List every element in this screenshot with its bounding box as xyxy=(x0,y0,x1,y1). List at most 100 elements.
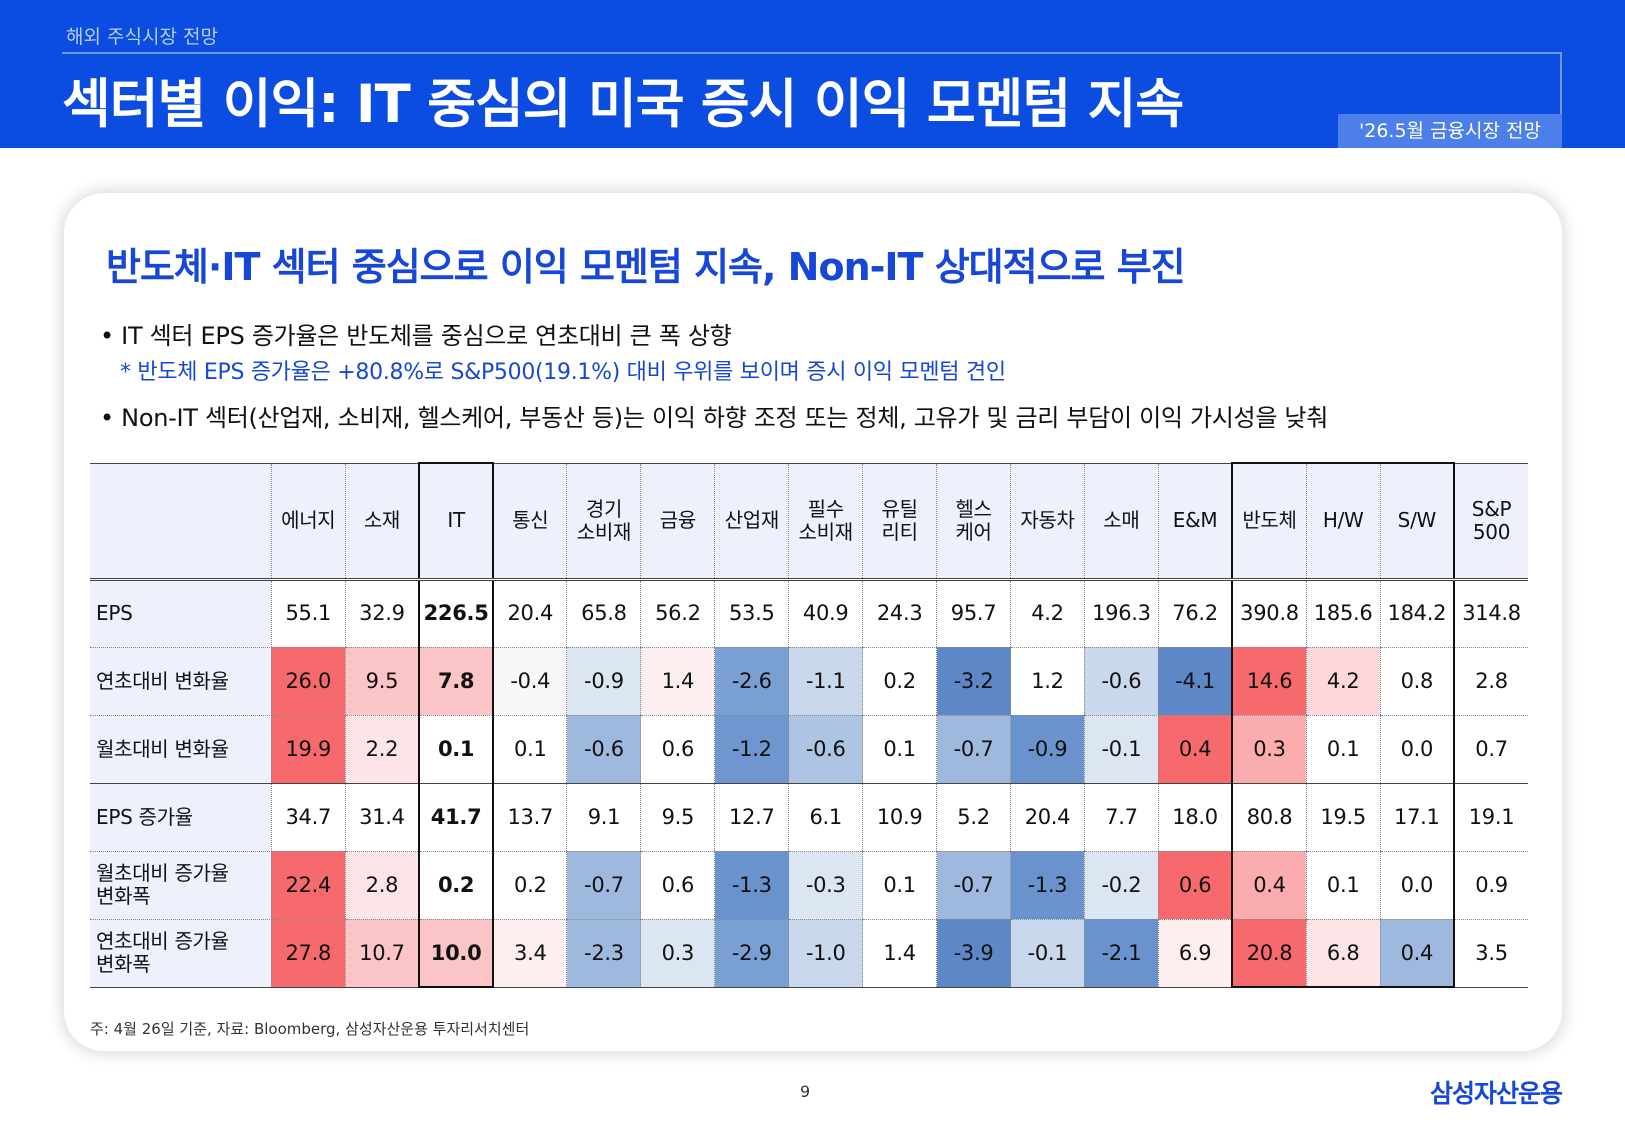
column-header-line1: 에너지 xyxy=(281,508,336,532)
column-header: 소재 xyxy=(344,462,420,581)
sector-earnings-table: 에너지 소재 IT 통신 경기 소비재 금융 산업재 필수 소비재 유틸 리티 헬스 케어 자동차 소매 E&M… xyxy=(90,462,1528,988)
table-cell: -0.4 xyxy=(492,647,567,716)
table-cell: 22.4 xyxy=(270,851,346,920)
table-cell: 6.9 xyxy=(1157,919,1233,988)
table-cell: 0.9 xyxy=(1453,851,1528,920)
table-cell: 3.5 xyxy=(1453,919,1528,988)
table-cell: -0.6 xyxy=(788,715,863,784)
row-label: 연초대비 증가율 변화폭 xyxy=(90,919,272,988)
column-header-line1: 산업재 xyxy=(724,508,780,532)
report-badge: '26.5월 금융시장 전망 xyxy=(1338,114,1562,148)
column-header-line1: IT xyxy=(447,508,465,533)
table-cell: 20.8 xyxy=(1231,919,1307,988)
table-cell: -4.1 xyxy=(1157,647,1233,716)
company-logo: 삼성자산운용 xyxy=(1430,1079,1563,1108)
column-header-line1: 경기 xyxy=(585,496,623,521)
row-label-line1: 월초대비 증가율 xyxy=(96,861,229,885)
table-cell: -0.1 xyxy=(1083,715,1159,784)
table-cell: 20.4 xyxy=(492,578,567,648)
column-header: 헬스 케어 xyxy=(936,462,1011,581)
sector-table: 에너지 소재 IT 통신 경기 소비재 금융 산업재 필수 소비재 유틸 리티 헬스 케어 자동차 소매 E&M… xyxy=(90,462,1528,988)
table-cell: -1.1 xyxy=(788,647,863,716)
table-cell: 0.0 xyxy=(1379,851,1456,920)
row-label: 월초대비 변화율 xyxy=(90,715,272,784)
column-header-line1: 유틸 xyxy=(881,496,919,521)
page-title: 섹터별 이익: IT 중심의 미국 증시 이익 모멘텀 지속 xyxy=(62,74,1184,135)
table-cell: 7.7 xyxy=(1083,782,1159,852)
table-cell: 0.1 xyxy=(418,715,495,784)
table-cell: 18.0 xyxy=(1157,782,1233,852)
table-cell: 9.5 xyxy=(344,647,420,716)
column-header: 경기 소비재 xyxy=(566,462,641,581)
row-label-line1: 연초대비 변화율 xyxy=(96,668,229,693)
table-cell: -0.3 xyxy=(788,851,863,920)
table-cell: 0.6 xyxy=(640,715,715,784)
column-header-line1: 헬스 xyxy=(955,496,992,521)
table-row: 월초대비 변화율 19.9 2.2 0.1 0.1 -0.6 0.6 -1.2 -0.6 0.1-… xyxy=(90,715,1528,784)
table-cell: 0.0 xyxy=(1379,715,1456,784)
column-header: 금융 xyxy=(640,462,715,581)
table-cell: 0.1 xyxy=(1305,851,1381,920)
table-cell: 0.1 xyxy=(492,715,567,784)
row-label-line2: 변화폭 xyxy=(96,884,151,908)
column-header-line1: 소매 xyxy=(1103,508,1140,532)
table-cell: 27.8 xyxy=(270,919,346,988)
table-cell: 40.9 xyxy=(788,578,863,648)
table-cell: 196.3 xyxy=(1083,578,1159,648)
column-header: 반도체 xyxy=(1231,462,1307,581)
row-label: EPS 증가율 xyxy=(90,782,272,852)
column-header-line1: E&M xyxy=(1172,508,1218,532)
column-header: H/W xyxy=(1305,462,1381,581)
column-header-line1: H/W xyxy=(1322,508,1364,533)
table-cell: 5.2 xyxy=(936,782,1011,852)
table-cell: 0.4 xyxy=(1231,851,1307,920)
column-header-line2: 500 xyxy=(1472,519,1511,544)
table-cell: 19.9 xyxy=(270,715,346,784)
table-cell: 0.4 xyxy=(1157,715,1233,784)
column-header: S/W xyxy=(1379,462,1456,581)
table-cell: 34.7 xyxy=(270,782,346,852)
table-cell: 0.6 xyxy=(1157,851,1233,920)
column-header-line2: 케어 xyxy=(955,519,992,544)
table-cell: 1.4 xyxy=(640,647,715,716)
column-header: 에너지 xyxy=(270,462,346,581)
column-header-line1: 자동차 xyxy=(1020,508,1075,532)
table-cell: 0.1 xyxy=(1305,715,1381,784)
table-cell: 31.4 xyxy=(344,782,420,852)
bullet-1-note: * 반도체 EPS 증가율은 +80.8%로 S&P500(19.1%) 대비 … xyxy=(120,360,1006,385)
header-rule-vertical xyxy=(1560,52,1562,114)
table-cell: 4.2 xyxy=(1305,647,1381,716)
column-header-line1: 반도체 xyxy=(1242,508,1297,533)
table-cell: 55.1 xyxy=(270,578,346,648)
column-header: 필수 소비재 xyxy=(788,462,863,581)
table-cell: 19.1 xyxy=(1453,782,1528,852)
bullet-1: • IT 섹터 EPS 증가율은 반도체를 중심으로 연초대비 큰 폭 상향 xyxy=(100,322,732,350)
column-header-line1: 금융 xyxy=(659,508,697,532)
table-row: EPS 증가율 34.7 31.4 41.7 13.7 9.1 9.5 12.7 6.1 10.9… xyxy=(90,782,1528,852)
row-label-line1: EPS xyxy=(96,601,133,625)
table-cell: -0.9 xyxy=(566,647,641,716)
column-header: E&M xyxy=(1157,462,1233,581)
table-cell: 76.2 xyxy=(1157,578,1233,648)
table-cell: 26.0 xyxy=(270,647,346,716)
table-row: 연초대비 증가율 변화폭 27.8 10.7 10.0 3.4 -2.3 0.3 -2.9 -1.… xyxy=(90,919,1528,988)
table-cell: 56.2 xyxy=(640,578,715,648)
table-cell: 4.2 xyxy=(1010,578,1085,648)
table-cell: -0.7 xyxy=(936,715,1011,784)
row-label-line2: 변화폭 xyxy=(96,952,151,976)
table-cell: 226.5 xyxy=(418,578,495,648)
table-cell: 32.9 xyxy=(344,578,420,648)
table-cell: 20.4 xyxy=(1010,782,1085,852)
row-label-line1: 연초대비 증가율 xyxy=(96,929,229,953)
header-corner xyxy=(90,462,272,581)
table-cell: 12.7 xyxy=(714,782,789,852)
table-cell: 0.2 xyxy=(418,851,495,920)
column-header: S&P 500 xyxy=(1453,462,1528,581)
table-cell: -0.6 xyxy=(1083,647,1159,716)
column-header: 통신 xyxy=(492,462,567,581)
table-cell: -1.0 xyxy=(788,919,863,988)
section-subtitle: 해외 주식시장 전망 xyxy=(66,26,218,48)
table-cell: -0.9 xyxy=(1010,715,1085,784)
table-cell: -1.2 xyxy=(714,715,789,784)
table-cell: -2.9 xyxy=(714,919,789,988)
